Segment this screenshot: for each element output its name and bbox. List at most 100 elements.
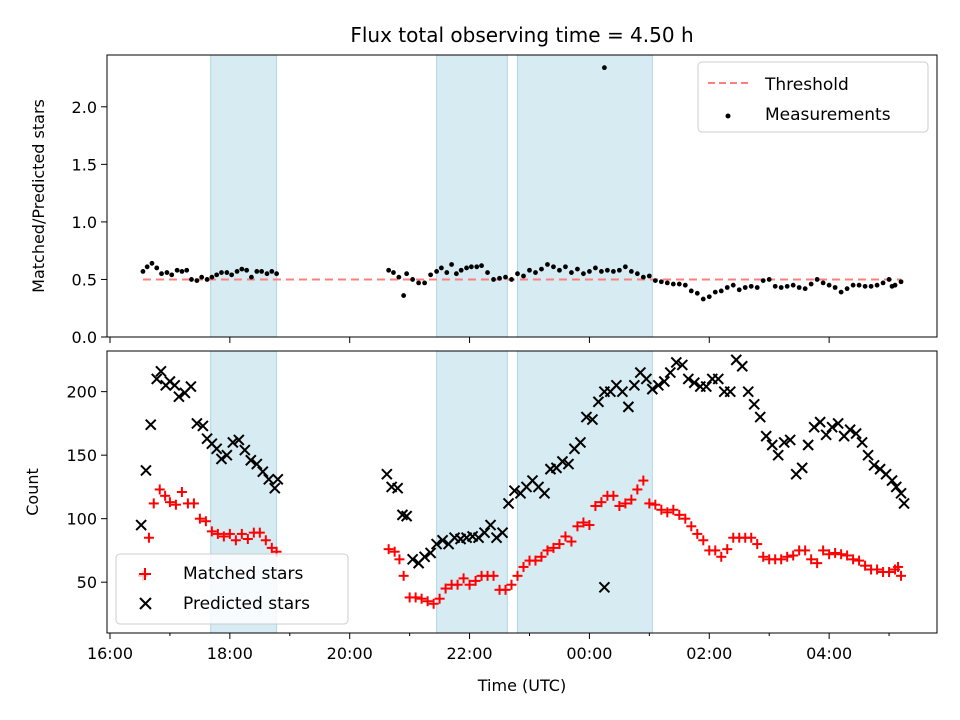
x-tick-label: 02:00 bbox=[686, 644, 732, 663]
measurement-point bbox=[838, 289, 844, 295]
matched-star-point bbox=[464, 579, 475, 590]
matched-star-point bbox=[176, 487, 187, 497]
matched-star-point bbox=[854, 555, 865, 566]
measurement-point bbox=[652, 278, 658, 283]
measurement-point bbox=[264, 271, 270, 277]
measurement-point bbox=[422, 280, 428, 286]
measurement-point bbox=[474, 264, 480, 270]
measurement-point bbox=[204, 277, 210, 282]
measurement-point bbox=[404, 271, 410, 277]
matched-star-point bbox=[383, 544, 394, 555]
predicted-star-point bbox=[802, 439, 814, 451]
predicted-star-point bbox=[712, 373, 724, 385]
measurement-point bbox=[449, 262, 454, 267]
measurement-point bbox=[820, 280, 826, 286]
predicted-star-point bbox=[400, 510, 413, 522]
predicted-star-point bbox=[778, 436, 790, 449]
measurement-point bbox=[464, 265, 469, 271]
y-tick-label: 0.0 bbox=[72, 328, 97, 347]
matched-star-point bbox=[506, 579, 517, 590]
matched-star-point bbox=[758, 551, 769, 562]
matched-star-point bbox=[416, 593, 427, 604]
predicted-star-point bbox=[173, 391, 185, 403]
top-axes-frame bbox=[106, 54, 938, 338]
matched-star-point bbox=[842, 550, 853, 561]
top-legend: Threshold Measurements bbox=[697, 61, 929, 133]
measurement-point bbox=[234, 268, 240, 274]
shaded-interval bbox=[517, 54, 653, 338]
predicted-star-point bbox=[502, 497, 515, 510]
predicted-star-point bbox=[826, 421, 838, 433]
matched-star-point bbox=[389, 546, 400, 557]
measurement-point bbox=[149, 260, 155, 266]
measurement-point bbox=[214, 272, 220, 278]
measurement-point bbox=[796, 285, 802, 290]
measurement-point bbox=[581, 271, 586, 277]
predicted-star-point bbox=[898, 497, 910, 510]
matched-star-point bbox=[578, 517, 589, 528]
measurement-point bbox=[194, 278, 200, 283]
measurement-point bbox=[184, 267, 190, 273]
measurement-point bbox=[844, 286, 850, 292]
measurement-point bbox=[898, 279, 904, 285]
matched-star-point bbox=[206, 526, 217, 537]
predicted-star-point bbox=[796, 462, 808, 474]
matched-star-point bbox=[686, 521, 697, 532]
predicted-star-point bbox=[868, 459, 880, 472]
measurement-point bbox=[434, 268, 440, 274]
matched-star-point bbox=[254, 527, 265, 538]
top-shaded-intervals bbox=[210, 54, 653, 338]
predicted-star-point bbox=[736, 360, 748, 372]
matched-legend-label: Matched stars bbox=[183, 564, 303, 584]
measurement-point bbox=[628, 268, 634, 274]
measurement-point bbox=[664, 280, 670, 286]
measurement-point bbox=[491, 277, 496, 282]
matched-star-point bbox=[836, 549, 847, 560]
predicted-star-point bbox=[508, 485, 521, 497]
measurement-point bbox=[599, 268, 604, 274]
predicted-star-point bbox=[616, 385, 629, 398]
predicted-star-point bbox=[215, 453, 228, 465]
top-x-axis-ticks bbox=[109, 337, 830, 343]
measurement-point bbox=[748, 283, 754, 289]
measurement-point bbox=[209, 274, 215, 280]
matched-star-point bbox=[212, 528, 223, 539]
measurement-point bbox=[219, 270, 224, 275]
matched-star-point bbox=[236, 528, 247, 539]
measurement-point bbox=[682, 282, 688, 288]
matched-star-point bbox=[632, 484, 643, 495]
predicted-star-point bbox=[574, 436, 587, 449]
matched-star-point bbox=[500, 584, 511, 595]
predicted-star-point bbox=[724, 385, 736, 398]
matched-star-point bbox=[752, 539, 763, 550]
measurement-point bbox=[396, 274, 402, 280]
measurement-point bbox=[453, 271, 459, 277]
measurement-point bbox=[766, 277, 772, 282]
x-tick-label: 20:00 bbox=[327, 644, 373, 663]
measurement-point bbox=[694, 290, 700, 296]
measurement-point bbox=[634, 271, 640, 277]
matched-star-point bbox=[698, 535, 709, 546]
predicted-star-point bbox=[832, 417, 844, 430]
predicted-star-point bbox=[496, 526, 509, 539]
matched-star-point bbox=[488, 570, 499, 581]
predicted-star-point bbox=[652, 379, 665, 392]
predicted-star-point bbox=[580, 411, 593, 423]
matched-star-point bbox=[194, 513, 205, 524]
measurement-point bbox=[557, 267, 562, 273]
measurement-point bbox=[444, 270, 450, 275]
shaded-interval bbox=[517, 350, 653, 634]
measurement-point bbox=[874, 282, 880, 288]
matched-star-point bbox=[398, 570, 409, 581]
matched-star-point bbox=[710, 545, 721, 556]
measurement-point bbox=[144, 264, 150, 270]
measurement-point bbox=[269, 268, 275, 274]
predicted-star-point bbox=[676, 359, 689, 371]
measurement-point bbox=[868, 283, 874, 289]
matched-star-point bbox=[530, 555, 541, 566]
matched-star-point bbox=[638, 475, 649, 486]
bottom-x-axis: 16:00 18:00 20:00 22:00 00:00 02:00 04:00 bbox=[87, 633, 890, 663]
measurement-point bbox=[826, 282, 832, 288]
predicted-star-point bbox=[754, 411, 766, 423]
predicted-star-point bbox=[592, 396, 605, 408]
